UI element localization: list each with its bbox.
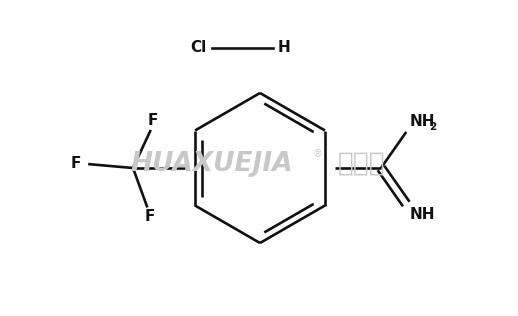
Text: F: F: [144, 210, 154, 224]
Text: F: F: [71, 155, 81, 171]
Text: NH: NH: [409, 207, 435, 222]
Text: H: H: [278, 40, 291, 56]
Text: 2: 2: [429, 122, 437, 132]
Text: ®: ®: [313, 149, 323, 159]
Text: F: F: [148, 113, 158, 128]
Text: Cl: Cl: [190, 40, 206, 56]
Text: NH: NH: [409, 114, 435, 129]
Text: 化学加: 化学加: [338, 151, 385, 177]
Text: HUAXUEJIA: HUAXUEJIA: [130, 151, 293, 177]
